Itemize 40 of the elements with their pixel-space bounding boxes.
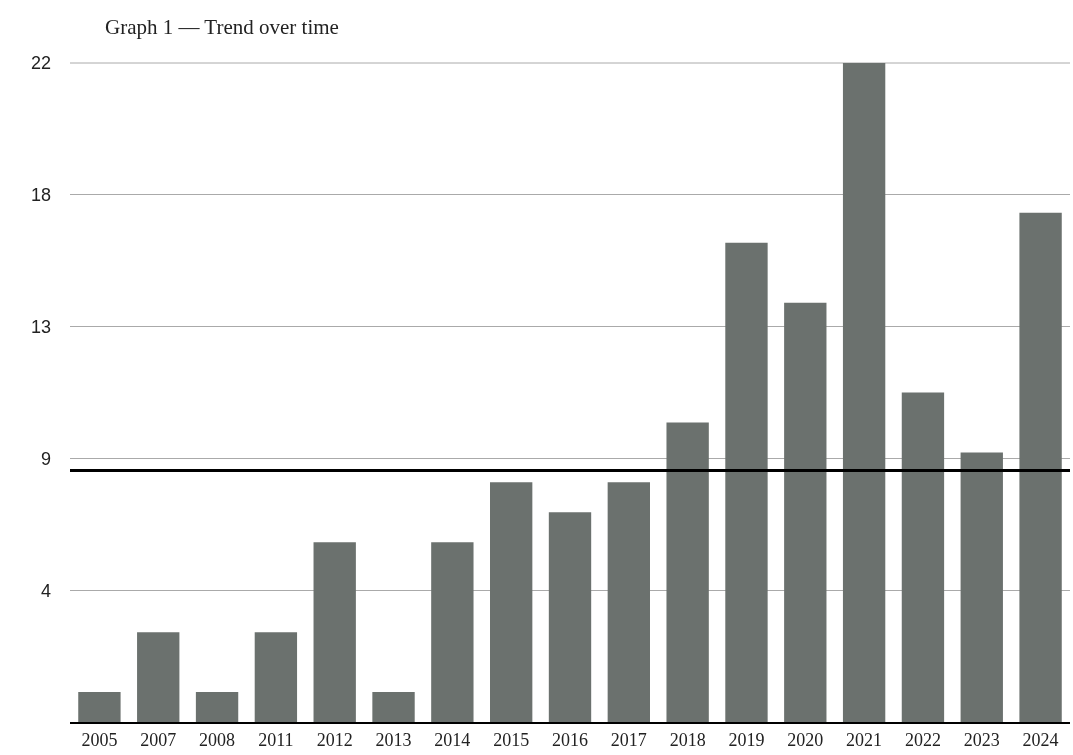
x-tick-label: 2005 xyxy=(81,729,118,750)
y-tick-label: 4 xyxy=(40,580,51,601)
x-tick-label: 2019 xyxy=(728,729,765,750)
bar xyxy=(372,692,415,722)
y-tick-label: 13 xyxy=(30,316,51,337)
x-tick-label: 2017 xyxy=(610,729,647,750)
bar xyxy=(137,632,180,722)
y-tick-label: 22 xyxy=(30,53,51,74)
bar xyxy=(1019,212,1062,722)
bar xyxy=(195,692,239,722)
bar xyxy=(842,63,886,722)
bar xyxy=(960,452,1003,722)
x-tick-label: 2011 xyxy=(258,729,294,750)
x-tick-label: 2015 xyxy=(493,729,530,750)
x-tick-label: 2014 xyxy=(434,729,471,750)
y-tick-label: 18 xyxy=(30,185,51,206)
bar xyxy=(548,512,592,722)
bar xyxy=(901,392,945,722)
bar xyxy=(431,542,474,722)
x-tick-label: 2007 xyxy=(140,729,177,750)
bar xyxy=(666,422,709,722)
y-tick-label: 9 xyxy=(40,448,51,469)
x-tick-label: 2020 xyxy=(787,729,824,750)
bar xyxy=(490,482,533,722)
x-tick-label: 2016 xyxy=(552,729,588,750)
bar xyxy=(78,692,121,722)
x-tick-label: 2008 xyxy=(199,729,236,750)
bar xyxy=(607,482,650,722)
chart-title: Graph 1 — Trend over time xyxy=(105,14,339,39)
bar xyxy=(313,542,356,722)
bar xyxy=(784,302,827,722)
x-tick-label: 2024 xyxy=(1022,729,1059,750)
x-tick-label: 2018 xyxy=(669,729,706,750)
x-tick-label: 2012 xyxy=(316,729,353,750)
bar xyxy=(254,632,298,722)
x-tick-label: 2022 xyxy=(904,729,941,750)
x-tick-label: 2023 xyxy=(963,729,1000,750)
bar xyxy=(725,242,768,722)
x-tick-label: 2013 xyxy=(375,729,412,750)
x-tick-label: 2021 xyxy=(846,729,883,750)
